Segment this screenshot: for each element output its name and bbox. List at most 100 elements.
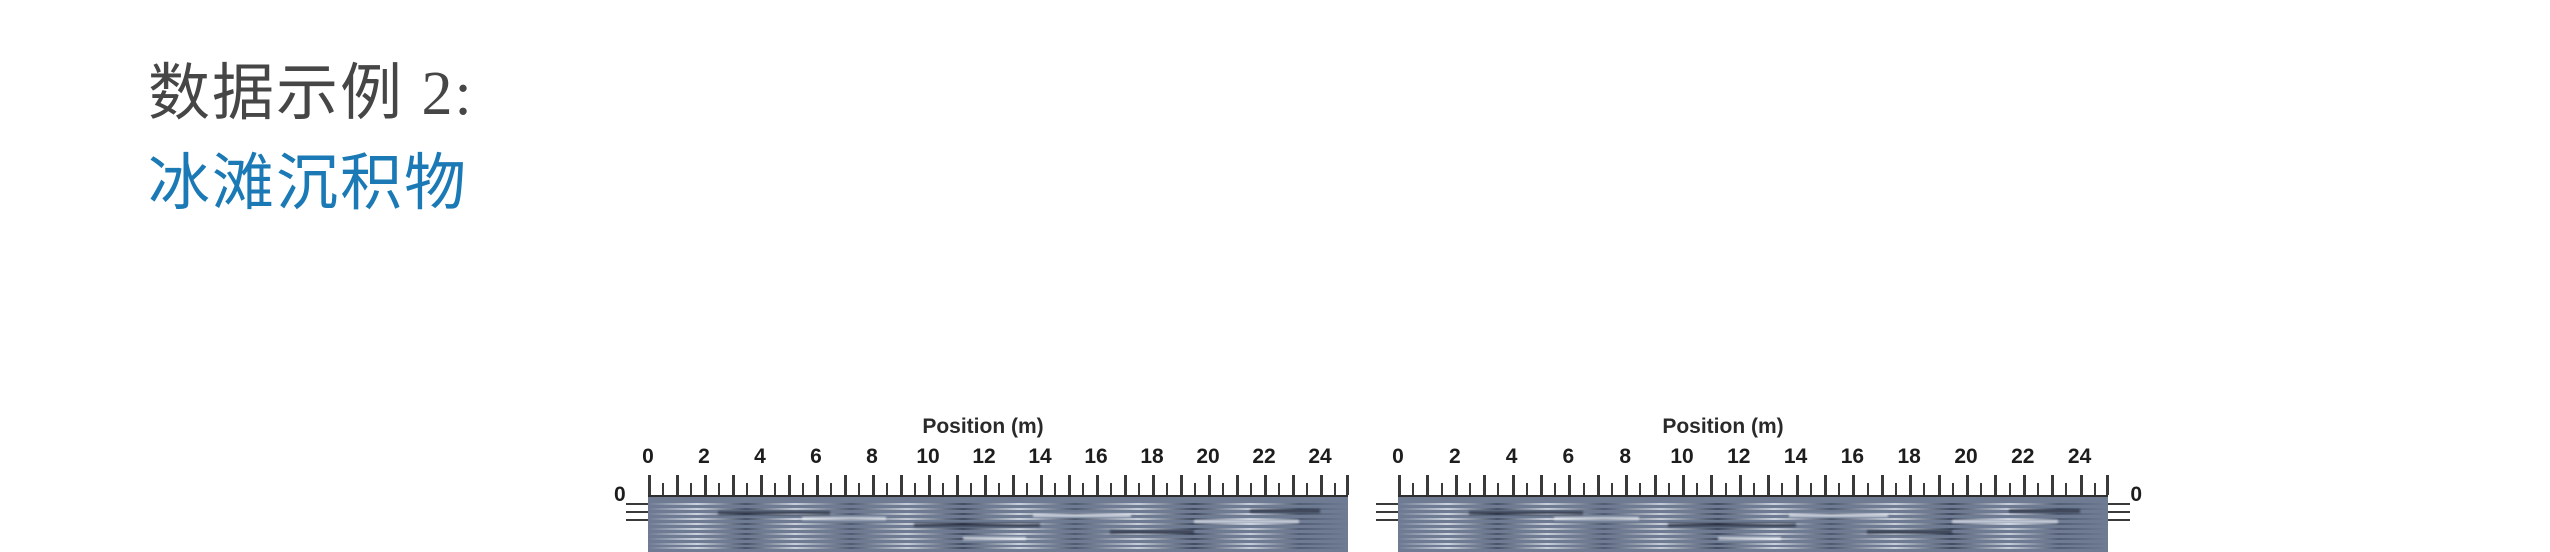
minor-tick bbox=[718, 483, 720, 495]
major-tick bbox=[1966, 475, 1969, 495]
minor-tick bbox=[914, 483, 916, 495]
major-tick bbox=[760, 475, 763, 495]
major-tick bbox=[1426, 475, 1430, 495]
major-tick bbox=[2106, 475, 2109, 495]
x-tick-label: 22 bbox=[1252, 445, 1276, 468]
minor-tick bbox=[662, 483, 664, 495]
minor-tick bbox=[1866, 483, 1869, 495]
minor-tick bbox=[1525, 483, 1528, 495]
reflector-streak bbox=[1398, 543, 2108, 545]
minor-tick bbox=[2037, 483, 2039, 495]
major-tick bbox=[1511, 475, 1515, 495]
dark-reflector bbox=[1866, 530, 1952, 534]
major-tick bbox=[1320, 475, 1323, 495]
x-tick-label: 10 bbox=[916, 445, 940, 468]
reflector-streak bbox=[1398, 503, 2108, 505]
figure-axis-title: Position (m) bbox=[1662, 415, 1784, 438]
x-axis-tick-labels: 0 2 4 6 8 10 12 14 16 18 20 22 24 bbox=[642, 445, 1348, 471]
x-tick-label: 20 bbox=[1954, 445, 1978, 468]
bright-reflector bbox=[1951, 520, 2059, 523]
reflector-streak bbox=[1398, 513, 2108, 515]
major-tick bbox=[788, 475, 791, 495]
reflector-streak bbox=[648, 533, 1348, 535]
major-tick bbox=[1795, 475, 1799, 495]
major-tick bbox=[1852, 475, 1856, 495]
x-tick-label: 0 bbox=[642, 445, 654, 468]
minor-tick bbox=[1138, 483, 1140, 495]
bright-reflector bbox=[1033, 514, 1131, 517]
minor-tick bbox=[802, 483, 804, 495]
major-tick bbox=[1346, 475, 1349, 495]
minor-tick bbox=[690, 483, 692, 495]
x-tick-label: 0 bbox=[1392, 445, 1404, 468]
radargram-image bbox=[1398, 495, 2108, 552]
major-tick bbox=[676, 475, 679, 495]
major-tick bbox=[1483, 475, 1487, 495]
x-tick-label: 10 bbox=[1670, 445, 1694, 468]
major-tick bbox=[1012, 475, 1015, 495]
radargram-figure-right: Position (m) 0 2 4 6 8 10 12 14 16 18 20 22 24 0 bbox=[1376, 415, 2142, 552]
minor-tick bbox=[886, 483, 888, 495]
x-tick-label: 18 bbox=[1897, 445, 1921, 468]
x-tick-label: 12 bbox=[1727, 445, 1751, 468]
major-tick bbox=[1180, 475, 1183, 495]
x-tick-label: 12 bbox=[972, 445, 996, 468]
x-tick-label: 2 bbox=[698, 445, 710, 468]
major-tick bbox=[2051, 475, 2055, 495]
x-tick-label: 8 bbox=[866, 445, 878, 468]
x-tick-label: 4 bbox=[754, 445, 766, 468]
dark-reflector bbox=[1110, 530, 1194, 534]
minor-tick bbox=[1838, 483, 1841, 495]
major-tick bbox=[648, 475, 651, 495]
major-tick bbox=[1596, 475, 1600, 495]
minor-tick bbox=[2065, 483, 2068, 495]
page-title: 数据示例 2: bbox=[148, 60, 474, 128]
reflector-streak bbox=[648, 528, 1348, 530]
minor-tick bbox=[1809, 483, 1812, 495]
x-tick-label: 14 bbox=[1783, 445, 1808, 468]
minor-tick bbox=[970, 483, 972, 495]
x-tick-label: 16 bbox=[1084, 445, 1108, 468]
major-tick bbox=[1880, 475, 1884, 495]
reflector-streak bbox=[1398, 547, 2108, 549]
minor-tick bbox=[1250, 483, 1252, 495]
minor-tick bbox=[1639, 483, 1642, 495]
major-tick bbox=[816, 475, 819, 495]
x-tick-label: 6 bbox=[810, 445, 822, 468]
major-tick bbox=[1710, 475, 1714, 495]
minor-tick bbox=[1582, 483, 1585, 495]
major-tick bbox=[1738, 475, 1742, 495]
minor-tick bbox=[1951, 483, 1954, 495]
major-tick bbox=[1124, 475, 1127, 495]
minor-tick bbox=[774, 483, 776, 495]
minor-tick bbox=[858, 483, 860, 495]
dark-reflector bbox=[914, 523, 1040, 527]
reflector-streak bbox=[1398, 533, 2108, 535]
minor-tick bbox=[1611, 483, 1613, 495]
major-tick bbox=[956, 475, 959, 495]
major-tick bbox=[1152, 475, 1155, 495]
minor-tick bbox=[1469, 483, 1471, 495]
major-tick bbox=[1398, 475, 1401, 495]
minor-tick bbox=[1980, 483, 1983, 495]
bright-reflector bbox=[1554, 517, 1640, 520]
page-subtitle: 冰滩沉积物 bbox=[148, 150, 469, 218]
minor-tick bbox=[1110, 483, 1112, 495]
depth-axis-stubs-right bbox=[2108, 499, 2130, 539]
x-tick-label: 4 bbox=[1505, 445, 1518, 468]
major-tick bbox=[1040, 475, 1043, 495]
minor-tick bbox=[2008, 483, 2011, 495]
major-tick bbox=[1937, 475, 1941, 495]
x-axis-tick-labels: 0 2 4 6 8 10 12 14 16 18 20 22 24 bbox=[1392, 445, 2108, 471]
minor-tick bbox=[1166, 483, 1168, 495]
reflector-streak bbox=[1398, 508, 2108, 510]
reflector-streak bbox=[648, 503, 1348, 505]
minor-tick bbox=[1554, 483, 1557, 495]
minor-tick bbox=[1054, 483, 1056, 495]
minor-tick bbox=[1753, 483, 1755, 495]
radargram-image bbox=[648, 495, 1348, 552]
major-tick bbox=[1994, 475, 1998, 495]
major-tick bbox=[1568, 475, 1572, 495]
major-tick bbox=[872, 475, 875, 495]
dark-reflector bbox=[1250, 509, 1320, 513]
